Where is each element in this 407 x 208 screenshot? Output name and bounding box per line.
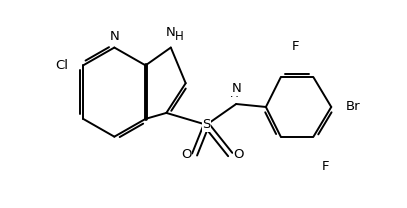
Text: F: F (292, 41, 300, 53)
Text: H: H (230, 87, 239, 100)
Text: N: N (231, 82, 241, 95)
Text: O: O (181, 148, 192, 161)
Text: F: F (322, 160, 329, 173)
Text: N: N (166, 26, 176, 39)
Text: N: N (109, 30, 119, 43)
Text: H: H (175, 30, 184, 43)
Text: Cl: Cl (55, 59, 68, 72)
Text: S: S (202, 118, 211, 131)
Text: O: O (233, 148, 244, 161)
Text: Br: Br (346, 100, 361, 114)
